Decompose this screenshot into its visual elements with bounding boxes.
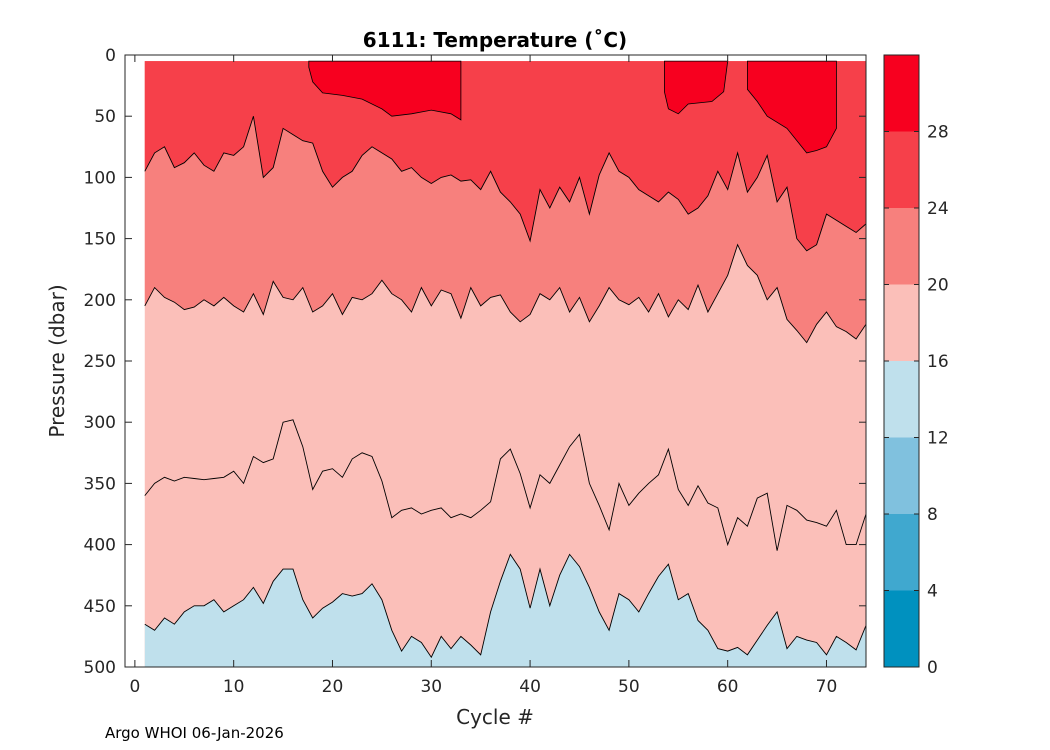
colorbar-tick-label: 4 (927, 582, 938, 602)
x-tick-label: 50 (618, 677, 640, 697)
warm-patch-1 (308, 60, 462, 121)
x-axis-ticks: 0 10 20 30 40 50 60 70 (129, 55, 837, 697)
x-tick-label: 60 (717, 677, 739, 697)
colorbar-tick-label: 28 (927, 123, 949, 143)
x-tick-label: 0 (129, 677, 140, 697)
y-tick-label: 150 (84, 230, 116, 250)
isotherm-20-line (144, 243, 867, 344)
x-tick-label: 70 (816, 677, 838, 697)
y-tick-label: 50 (94, 107, 116, 127)
colorbar-tick-label: 16 (927, 352, 949, 372)
isotherm-16-upper-line (144, 419, 867, 551)
y-tick-label: 0 (105, 46, 116, 66)
x-axis-label: Cycle # (456, 705, 534, 729)
band-12-16 (144, 554, 867, 667)
y-tick-label: 250 (84, 352, 116, 372)
y-tick-label: 300 (84, 413, 116, 433)
warm-patch-2 (664, 60, 729, 115)
y-axis-label: Pressure (dbar) (45, 284, 69, 437)
y-tick-label: 350 (84, 474, 116, 494)
contour-fills (144, 60, 867, 668)
colorbar-band-4-8 (884, 514, 919, 591)
footer-credit: Argo WHOI 06-Jan-2026 (105, 724, 284, 742)
y-tick-label: 200 (84, 291, 116, 311)
colorbar-band-20-24 (884, 208, 919, 285)
colorbar-tick-label: 24 (927, 199, 949, 219)
colorbar-tick-label: 20 (927, 276, 949, 296)
colorbar-band-8-12 (884, 437, 919, 514)
colorbar-tick-label: 12 (927, 429, 949, 449)
colorbar-tick-label: 0 (927, 658, 938, 678)
y-tick-label: 100 (84, 168, 116, 188)
y-tick-label: 500 (84, 658, 116, 678)
y-tick-label: 400 (84, 536, 116, 556)
isotherm-16-lower-line (144, 553, 867, 659)
x-tick-label: 20 (322, 677, 344, 697)
band-24-28 (144, 61, 867, 251)
warm-patch-3 (747, 60, 837, 154)
colorbar-band-24-28 (884, 131, 919, 208)
x-tick-label: 30 (420, 677, 442, 697)
x-tick-label: 10 (223, 677, 245, 697)
colorbar-band-0-4 (884, 590, 919, 667)
y-tick-label: 450 (84, 597, 116, 617)
colorbar-tick-label: 8 (927, 505, 938, 525)
x-tick-label: 40 (519, 677, 541, 697)
colorbar-band-28-32 (884, 55, 919, 132)
y-axis-ticks: 0 50 100 150 200 250 300 350 400 450 500 (84, 46, 866, 678)
chart-title: 6111: Temperature (˚C) (363, 28, 627, 52)
colorbar: 0 4 8 12 16 20 24 28 (883, 54, 949, 678)
colorbar-band-16-20 (884, 284, 919, 361)
colorbar-band-12-16 (884, 361, 919, 438)
isotherm-24-line (144, 116, 867, 252)
contour-lines (144, 116, 867, 659)
